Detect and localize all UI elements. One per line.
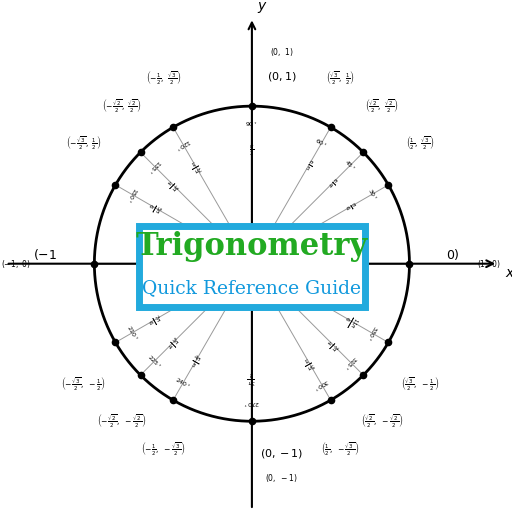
Text: $\left(\frac{\sqrt{3}}{2},\ -\frac{1}{2}\right)$: $\left(\frac{\sqrt{3}}{2},\ -\frac{1}{2}… (401, 375, 439, 393)
Text: $x$: $x$ (505, 266, 512, 280)
Text: $\frac{5\pi}{4}$: $\frac{5\pi}{4}$ (163, 335, 181, 353)
Text: $\left(-\frac{1}{2},\ -\frac{\sqrt{3}}{2}\right)$: $\left(-\frac{1}{2},\ -\frac{\sqrt{3}}{2… (141, 440, 185, 458)
Text: $315^\circ$: $315^\circ$ (341, 353, 359, 371)
Text: $0)$: $0)$ (446, 247, 460, 262)
Text: $270^\circ$: $270^\circ$ (243, 398, 261, 407)
Text: $\frac{2\pi}{3}$: $\frac{2\pi}{3}$ (187, 156, 203, 175)
Text: $\left(-\frac{\sqrt{3}}{2},\ \frac{1}{2}\right)$: $\left(-\frac{\sqrt{3}}{2},\ \frac{1}{2}… (66, 134, 101, 152)
Text: $\frac{5\pi}{3}$: $\frac{5\pi}{3}$ (301, 353, 316, 371)
Text: $\frac{\pi}{6}$: $\frac{\pi}{6}$ (343, 201, 358, 213)
Text: $\frac{3\pi}{4}$: $\frac{3\pi}{4}$ (163, 175, 181, 193)
Text: $(0,\ 1)$: $(0,\ 1)$ (270, 46, 293, 58)
Text: $240^\circ$: $240^\circ$ (173, 376, 192, 392)
Text: $(0, 1)$: $(0, 1)$ (267, 70, 296, 83)
Text: $\left(-\frac{1}{2},\ \frac{\sqrt{3}}{2}\right)$: $\left(-\frac{1}{2},\ \frac{\sqrt{3}}{2}… (146, 69, 181, 87)
Text: $\frac{\pi}{4}$: $\frac{\pi}{4}$ (325, 176, 339, 190)
Text: $\left(\frac{\sqrt{2}}{2},\ -\frac{\sqrt{2}}{2}\right)$: $\left(\frac{\sqrt{2}}{2},\ -\frac{\sqrt… (361, 412, 403, 430)
Text: $\frac{7\pi}{4}$: $\frac{7\pi}{4}$ (323, 335, 341, 353)
Text: $\frac{5\pi}{6}$: $\frac{5\pi}{6}$ (144, 199, 163, 215)
Text: $\frac{\pi}{3}$: $\frac{\pi}{3}$ (303, 158, 315, 173)
Text: $y$: $y$ (258, 0, 268, 15)
Text: $(1,\ 0)$: $(1,\ 0)$ (477, 258, 500, 270)
Text: $30^\circ$: $30^\circ$ (365, 186, 379, 202)
Text: $\left(-\frac{\sqrt{2}}{2},\ \frac{\sqrt{2}}{2}\right)$: $\left(-\frac{\sqrt{2}}{2},\ \frac{\sqrt… (102, 97, 142, 115)
Text: $\frac{7\pi}{6}$: $\frac{7\pi}{6}$ (144, 313, 163, 328)
Text: $\frac{\pi}{2}$: $\frac{\pi}{2}$ (249, 143, 254, 158)
Text: $135^\circ$: $135^\circ$ (145, 157, 163, 175)
Text: $150^\circ$: $150^\circ$ (124, 185, 140, 204)
Text: $\left(\frac{1}{2},\ \frac{\sqrt{3}}{2}\right)$: $\left(\frac{1}{2},\ \frac{\sqrt{3}}{2}\… (406, 134, 435, 152)
Text: $60^\circ$: $60^\circ$ (313, 137, 329, 151)
Text: $\left(-\frac{\sqrt{2}}{2},\ -\frac{\sqrt{2}}{2}\right)$: $\left(-\frac{\sqrt{2}}{2},\ -\frac{\sqr… (97, 412, 146, 430)
Text: $(0,\ -1)$: $(0,\ -1)$ (265, 472, 298, 484)
Text: $120^\circ$: $120^\circ$ (173, 136, 192, 152)
Text: $(-1,\ 0)$: $(-1,\ 0)$ (1, 258, 31, 270)
Text: Quick Reference Guide: Quick Reference Guide (142, 280, 361, 297)
Text: $\left(\frac{\sqrt{3}}{2},\ \frac{1}{2}\right)$: $\left(\frac{\sqrt{3}}{2},\ \frac{1}{2}\… (326, 69, 355, 87)
Text: $\left(-\frac{\sqrt{3}}{2},\ -\frac{1}{2}\right)$: $\left(-\frac{\sqrt{3}}{2},\ -\frac{1}{2… (61, 375, 106, 393)
Text: $\frac{3\pi}{2}$: $\frac{3\pi}{2}$ (248, 369, 257, 385)
FancyBboxPatch shape (139, 225, 365, 307)
Text: $225^\circ$: $225^\circ$ (145, 353, 163, 371)
Text: $300^\circ$: $300^\circ$ (312, 376, 331, 392)
Text: $\left(\frac{\sqrt{2}}{2},\ \frac{\sqrt{2}}{2}\right)$: $\left(\frac{\sqrt{2}}{2},\ \frac{\sqrt{… (366, 97, 399, 115)
Text: $45^\circ$: $45^\circ$ (342, 158, 358, 174)
Text: $(-1$: $(-1$ (33, 247, 57, 262)
Text: $\frac{11\pi}{6}$: $\frac{11\pi}{6}$ (340, 311, 360, 330)
Text: $210^\circ$: $210^\circ$ (124, 324, 140, 343)
Text: $90^\circ$: $90^\circ$ (245, 121, 259, 130)
Text: Trigonometry: Trigonometry (136, 231, 368, 262)
Text: $\left(\frac{1}{2},\ -\frac{\sqrt{3}}{2}\right)$: $\left(\frac{1}{2},\ -\frac{\sqrt{3}}{2}… (322, 440, 359, 458)
Text: $(0, -1)$: $(0, -1)$ (260, 447, 303, 460)
Text: $330^\circ$: $330^\circ$ (364, 324, 380, 343)
Text: $\frac{4\pi}{3}$: $\frac{4\pi}{3}$ (187, 353, 203, 371)
